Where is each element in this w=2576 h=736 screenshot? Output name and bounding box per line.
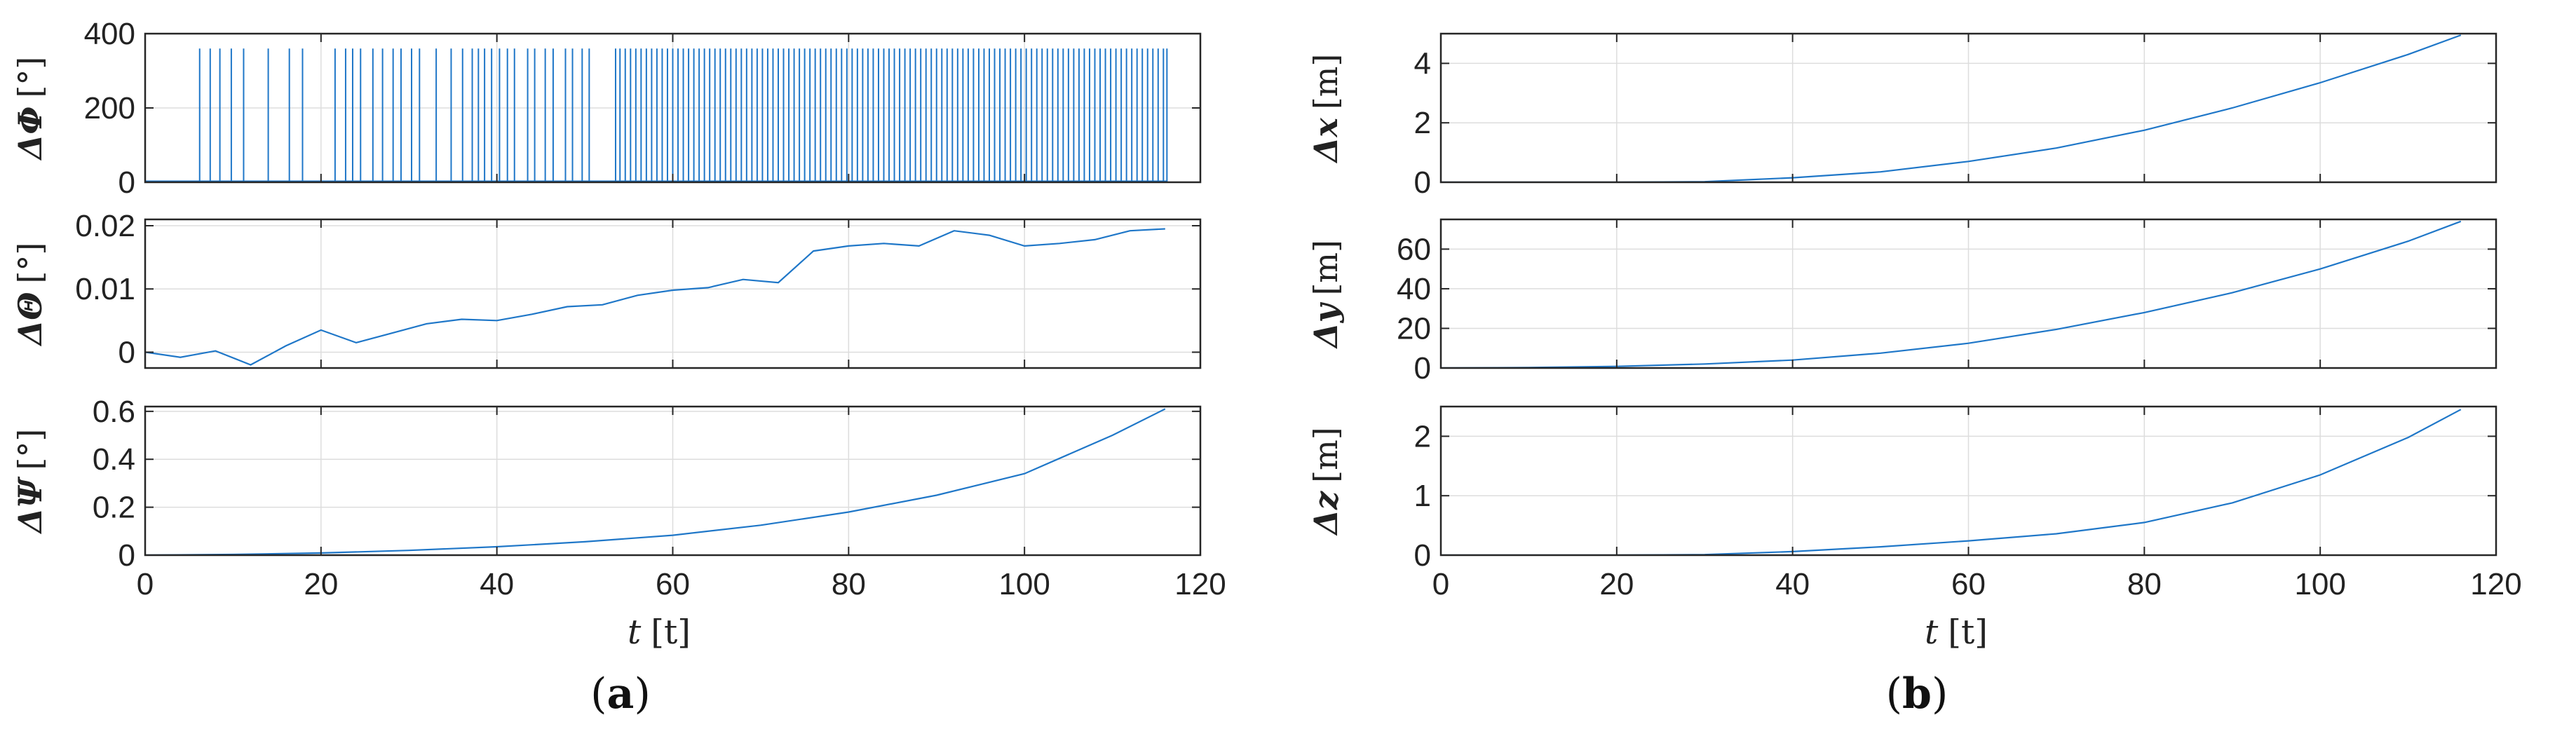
y-tick-label: 0.2 — [93, 491, 135, 525]
x-tick-label: 20 — [304, 567, 338, 601]
panel-label-a: (a) — [590, 669, 651, 718]
gridlines — [144, 407, 1201, 556]
y-tick-label: 200 — [84, 91, 135, 125]
gridlines — [1440, 219, 2497, 369]
y-tick-label: 0.01 — [75, 272, 135, 306]
series-delta-phi — [145, 48, 1168, 182]
y-tick-label: 60 — [1397, 232, 1431, 266]
y-axis-title: ΔΦ [°] — [11, 57, 49, 161]
y-tick-label: 2 — [1414, 106, 1431, 140]
subplot-delta-psi: 0 0.2 0.4 0.6 0 20 40 60 80 100 120 ΔΨ [°] — [11, 395, 1226, 601]
y-tick-label: 2 — [1414, 419, 1431, 454]
y-axis-symbol: ΔΘ — [11, 292, 49, 347]
y-axis-unit: [m] — [1307, 54, 1345, 110]
x-tick-label: 80 — [832, 567, 866, 601]
y-tick-label: 20 — [1397, 311, 1431, 346]
x-tick-label: 60 — [1951, 567, 1986, 601]
x-axis-title-a: t [t] — [628, 613, 691, 652]
x-tick-label: 100 — [2294, 567, 2345, 601]
subplot-delta-theta: 0 0.01 0.02 ΔΘ [°] — [11, 209, 1202, 369]
y-tick-label: 0 — [118, 165, 135, 200]
y-axis-unit: [°] — [11, 429, 49, 470]
y-axis-symbol: ΔΨ — [11, 477, 49, 535]
y-axis-unit: [m] — [1307, 240, 1345, 296]
x-axis-title-b: t [t] — [1925, 613, 1988, 652]
y-axis-symbol: ΔΦ — [11, 107, 49, 161]
y-axis-title: ΔΨ [°] — [11, 429, 49, 535]
x-tick-label: 0 — [137, 567, 154, 601]
y-tick-label: 0 — [118, 335, 135, 369]
y-tick-label: 0 — [1414, 538, 1431, 573]
y-axis-title: Δx [m] — [1307, 54, 1345, 164]
y-axis-unit: [°] — [11, 243, 49, 284]
y-tick-label: 0.6 — [93, 395, 135, 429]
y-axis-title: ΔΘ [°] — [11, 243, 49, 347]
subplot-delta-y: 0 20 40 60 Δy [m] — [1307, 218, 2497, 386]
y-tick-label: 0.4 — [93, 442, 135, 477]
y-tick-label: 0 — [1414, 165, 1431, 200]
series-line-dTheta — [145, 228, 1165, 366]
gridlines — [144, 219, 1201, 368]
subplot-delta-x: 0 2 4 Δx [m] — [1307, 32, 2497, 200]
y-axis-unit: [°] — [11, 57, 49, 98]
x-tick-label: 20 — [1599, 567, 1634, 601]
y-axis-title: Δy [m] — [1307, 240, 1345, 349]
x-tick-label: 120 — [2470, 567, 2521, 601]
y-axis-symbol: Δy — [1307, 301, 1345, 349]
y-tick-label: 0 — [1414, 351, 1431, 386]
series-line-dy — [1441, 220, 2462, 368]
y-tick-label: 400 — [84, 17, 135, 51]
y-tick-label: 0.02 — [75, 209, 135, 243]
y-tick-label: 0 — [118, 538, 135, 573]
x-tick-label: 40 — [480, 567, 514, 601]
x-tick-label: 0 — [1432, 567, 1449, 601]
y-axis-symbol: Δz — [1307, 491, 1345, 536]
y-axis-symbol: Δx — [1307, 118, 1345, 164]
panel-label-b: (b) — [1886, 669, 1948, 718]
y-tick-label: 40 — [1397, 272, 1431, 306]
gridlines — [1440, 34, 2497, 183]
series-line-dz — [1441, 409, 2462, 555]
subplot-delta-phi: 0 200 400 ΔΦ [°] — [11, 17, 1202, 200]
x-tick-label: 40 — [1775, 567, 1810, 601]
y-tick-label: 1 — [1414, 479, 1431, 513]
y-axis-title: Δz [m] — [1307, 427, 1345, 536]
x-tick-label: 60 — [656, 567, 690, 601]
gridlines — [1440, 407, 2497, 556]
x-tick-label: 120 — [1174, 567, 1226, 601]
x-tick-label: 100 — [998, 567, 1050, 601]
y-tick-label: 4 — [1414, 46, 1431, 81]
series-line-dx — [1441, 34, 2462, 182]
series-line-dPsi — [145, 408, 1166, 555]
x-tick-label: 80 — [2127, 567, 2162, 601]
y-axis-unit: [m] — [1307, 427, 1345, 483]
